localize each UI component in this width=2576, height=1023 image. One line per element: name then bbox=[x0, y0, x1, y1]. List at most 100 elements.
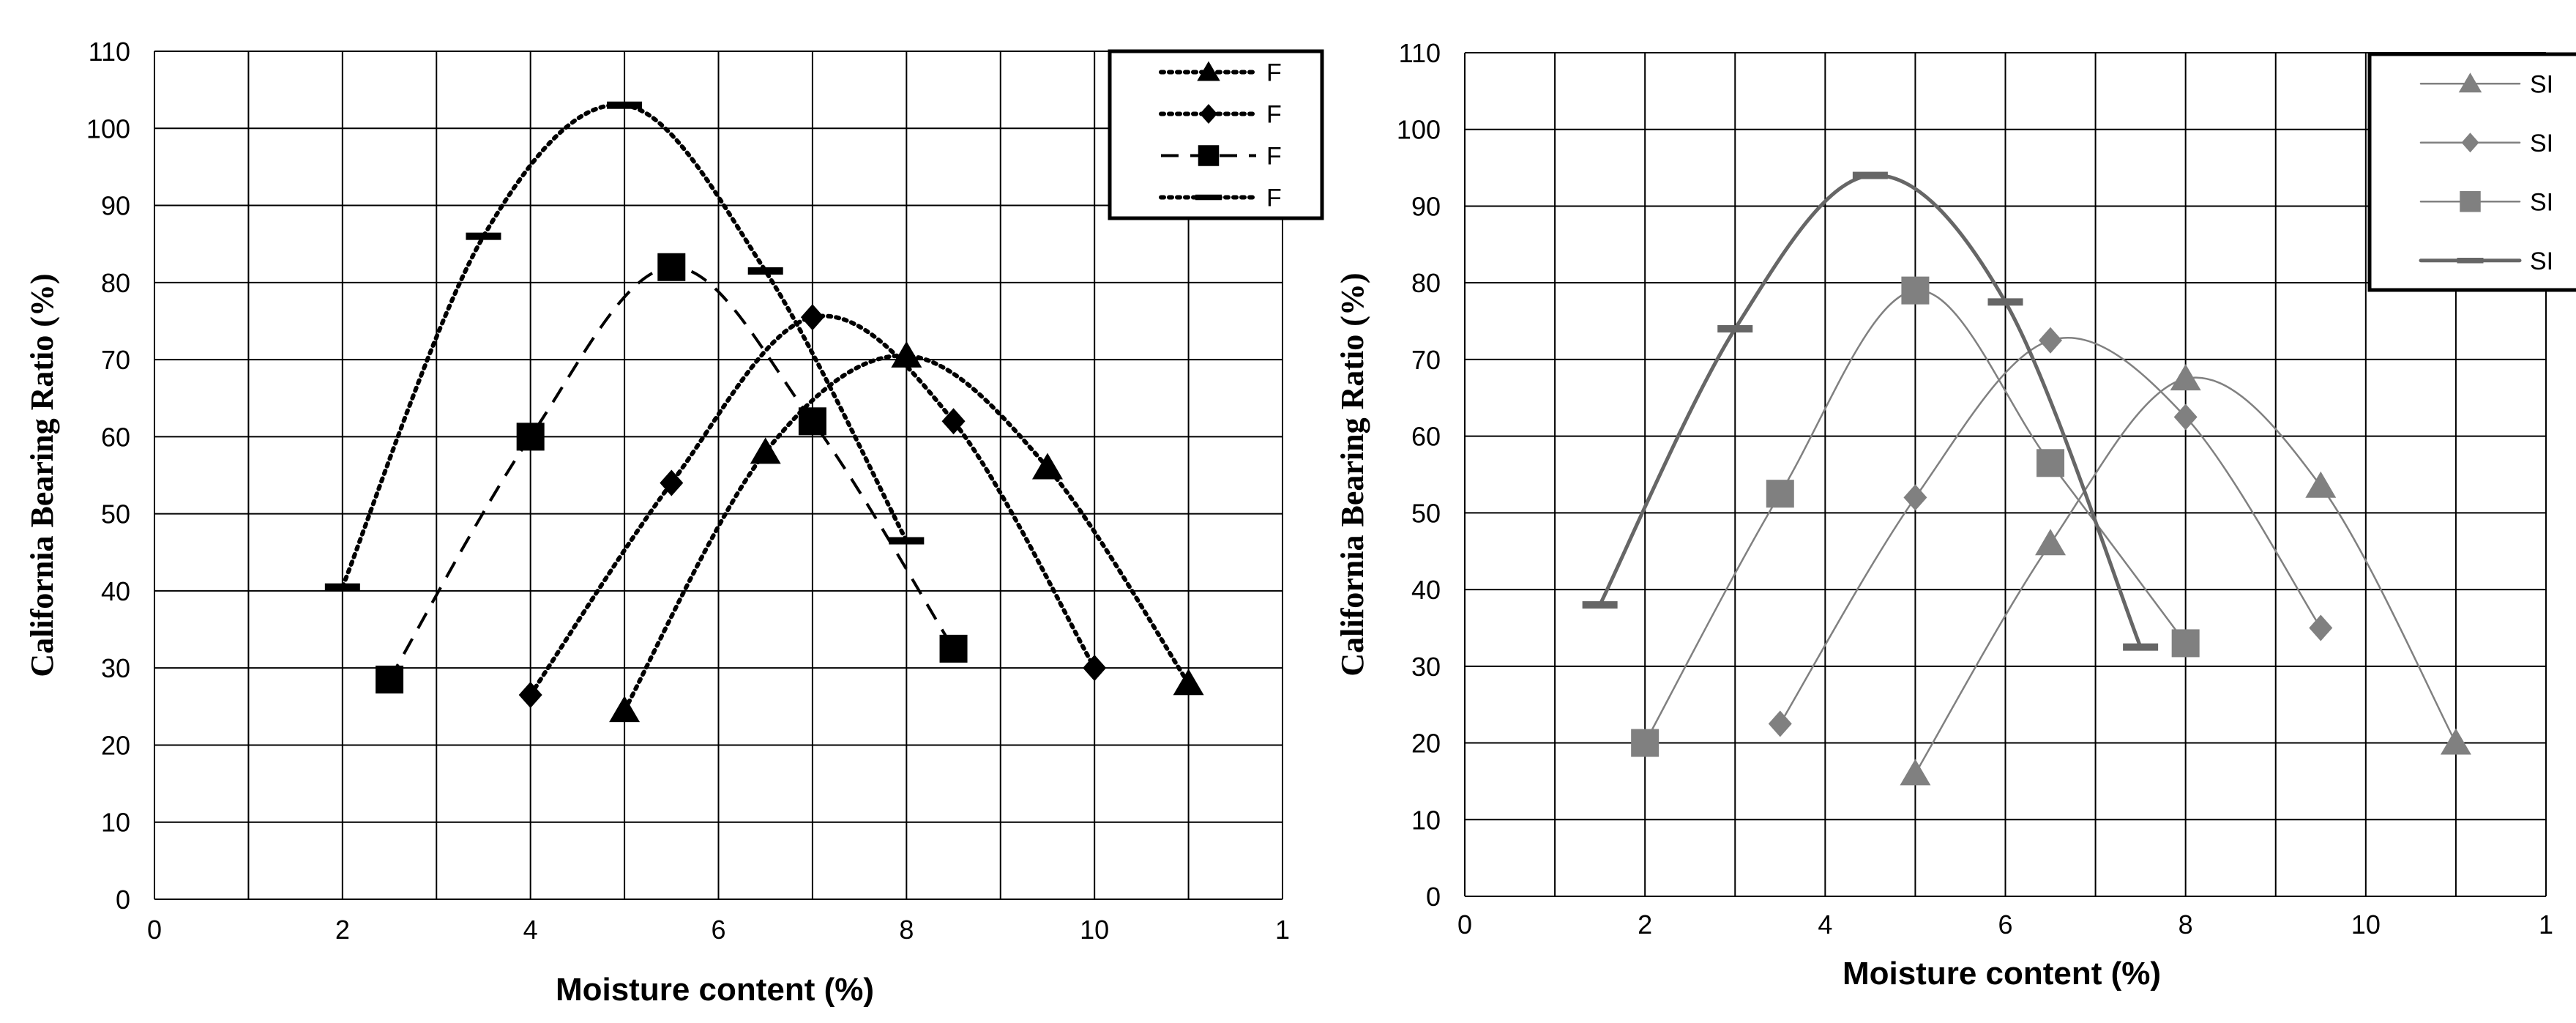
data-point bbox=[324, 583, 360, 591]
series-4 bbox=[1582, 171, 2159, 651]
y-tick-label: 40 bbox=[101, 576, 130, 606]
legend-label: SI bbox=[2530, 130, 2553, 157]
y-tick-label: 50 bbox=[101, 499, 130, 529]
data-point bbox=[609, 696, 641, 723]
data-point bbox=[800, 304, 824, 331]
data-point bbox=[1631, 729, 1660, 757]
data-point bbox=[660, 469, 684, 496]
data-point bbox=[750, 437, 781, 464]
x-tick-label: 6 bbox=[1998, 909, 2012, 940]
legend-marker bbox=[2458, 72, 2482, 93]
y-tick-label: 110 bbox=[89, 37, 130, 67]
y-tick-label: 0 bbox=[116, 885, 130, 915]
y-tick-label: 110 bbox=[1399, 38, 1441, 68]
y-tick-label: 90 bbox=[101, 191, 130, 221]
data-point bbox=[2309, 614, 2333, 641]
data-point bbox=[516, 423, 545, 451]
data-point bbox=[1717, 325, 1753, 333]
plot-grid bbox=[154, 51, 1283, 900]
y-tick-label: 20 bbox=[101, 730, 130, 760]
data-point bbox=[2440, 728, 2471, 755]
data-point bbox=[939, 634, 968, 663]
series-3 bbox=[1631, 276, 2200, 757]
y-tick-label: 10 bbox=[101, 808, 130, 838]
data-point bbox=[2305, 471, 2337, 498]
data-point bbox=[376, 665, 404, 693]
data-point bbox=[747, 267, 783, 275]
data-point bbox=[1852, 171, 1888, 179]
legend-label: F bbox=[1266, 59, 1282, 87]
y-tick-label: 100 bbox=[86, 114, 130, 144]
y-tick-label: 0 bbox=[1426, 882, 1441, 912]
y-tick-label: 20 bbox=[1411, 729, 1441, 759]
chart-1: 0 2 4 6 8 10 10102030405060708090100110Moistur… bbox=[24, 37, 1324, 1008]
data-point bbox=[1768, 710, 1792, 737]
data-point bbox=[1903, 484, 1927, 511]
y-tick-label: 30 bbox=[1411, 652, 1441, 682]
x-tick-label: 10 bbox=[2351, 909, 2381, 940]
data-point bbox=[2171, 629, 2200, 658]
series-2 bbox=[1768, 327, 2333, 737]
y-tick-label: 60 bbox=[101, 422, 130, 452]
x-tick-label: 10 bbox=[1080, 915, 1109, 945]
x-tick-label: 8 bbox=[899, 915, 914, 945]
y-tick-label: 70 bbox=[101, 345, 130, 375]
data-point bbox=[2123, 643, 2159, 651]
x-tick-label: 1 bbox=[1275, 915, 1290, 945]
x-tick-label: 2 bbox=[335, 915, 350, 945]
x-tick-label: 0 bbox=[1457, 909, 1472, 940]
x-tick-label: 8 bbox=[2179, 909, 2193, 940]
x-tick-label: 1 bbox=[2539, 909, 2553, 940]
data-point bbox=[2170, 364, 2201, 391]
x-axis-title: Moisture content (%) bbox=[556, 972, 874, 1008]
x-tick-label: 2 bbox=[1638, 909, 1652, 940]
data-point bbox=[891, 341, 922, 368]
y-tick-label: 70 bbox=[1411, 345, 1441, 375]
data-point bbox=[889, 537, 925, 545]
y-axis-title: California Bearing Ratio (%) bbox=[1334, 272, 1370, 676]
legend: SI SI SI SI bbox=[2367, 52, 2576, 292]
data-point bbox=[1900, 759, 1931, 786]
y-tick-label: 10 bbox=[1411, 805, 1441, 835]
series-2 bbox=[518, 304, 1107, 709]
x-axis-title: Moisture content (%) bbox=[1843, 956, 2161, 992]
series-3 bbox=[376, 253, 968, 693]
x-tick-label: 4 bbox=[1818, 909, 1832, 940]
x-tick-label: 6 bbox=[711, 915, 725, 945]
data-point bbox=[1987, 298, 2023, 306]
data-point bbox=[657, 253, 686, 281]
y-tick-label: 80 bbox=[1411, 268, 1441, 298]
x-tick-label: 4 bbox=[523, 915, 538, 945]
data-point bbox=[2036, 449, 2065, 477]
data-point bbox=[1031, 453, 1063, 480]
legend-marker bbox=[1198, 145, 1220, 166]
data-point bbox=[1901, 276, 1930, 305]
series-1 bbox=[609, 341, 1204, 723]
legend-marker bbox=[1200, 104, 1217, 124]
y-tick-label: 50 bbox=[1411, 498, 1441, 528]
data-point bbox=[798, 407, 826, 436]
legend-marker bbox=[2461, 133, 2479, 153]
data-point bbox=[2035, 529, 2067, 556]
y-tick-label: 60 bbox=[1411, 422, 1441, 452]
data-point bbox=[2173, 403, 2198, 431]
legend-box bbox=[2367, 52, 2576, 292]
data-point bbox=[518, 682, 542, 709]
legend-label: SI bbox=[2530, 70, 2553, 98]
legend-label: SI bbox=[2530, 248, 2553, 275]
data-point bbox=[941, 408, 966, 435]
legend-label: F bbox=[1266, 101, 1282, 129]
legend-marker bbox=[1197, 61, 1220, 81]
legend-label: SI bbox=[2530, 188, 2553, 216]
data-point bbox=[1582, 601, 1618, 609]
data-point bbox=[607, 101, 643, 109]
y-axis-title: California Bearing Ratio (%) bbox=[24, 273, 60, 677]
y-tick-label: 100 bbox=[1397, 115, 1441, 145]
data-point bbox=[466, 232, 501, 240]
legend-marker bbox=[2457, 258, 2484, 264]
data-point bbox=[2039, 327, 2063, 354]
series-4 bbox=[324, 101, 925, 591]
y-tick-label: 80 bbox=[101, 268, 130, 298]
